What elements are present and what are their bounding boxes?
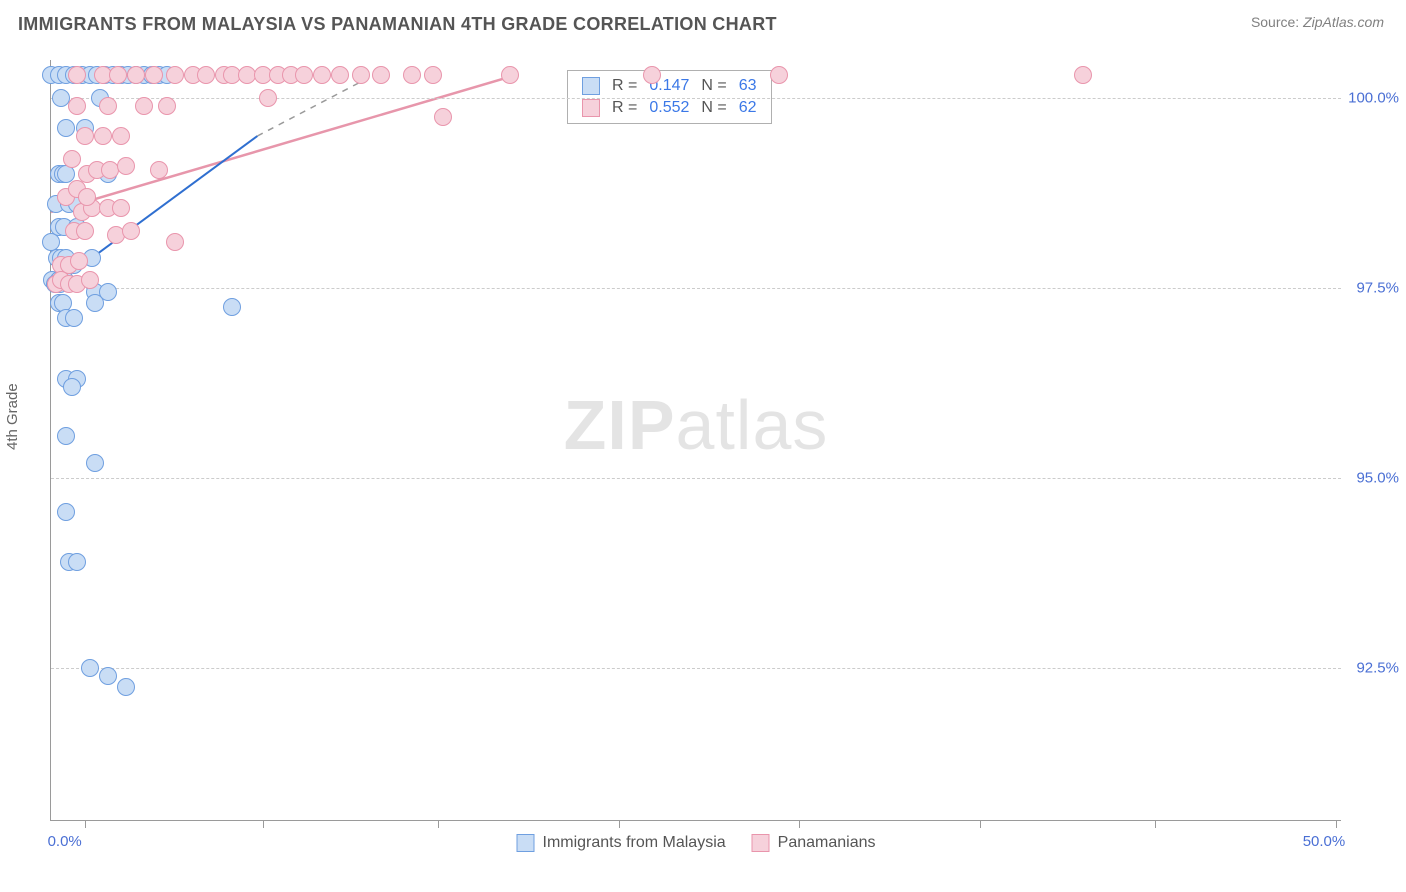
data-point	[352, 66, 370, 84]
x-tick	[799, 820, 800, 828]
data-point	[501, 66, 519, 84]
data-point	[76, 127, 94, 145]
data-point	[68, 553, 86, 571]
data-point	[145, 66, 163, 84]
data-point	[57, 119, 75, 137]
x-tick	[85, 820, 86, 828]
data-point	[76, 222, 94, 240]
source-name: ZipAtlas.com	[1303, 14, 1384, 30]
legend-r-label: R =	[606, 97, 643, 119]
gridline	[51, 478, 1341, 479]
data-point	[372, 66, 390, 84]
data-point	[68, 66, 86, 84]
legend-label: Immigrants from Malaysia	[543, 834, 726, 852]
data-point	[70, 252, 88, 270]
data-point	[57, 427, 75, 445]
data-point	[197, 66, 215, 84]
series-legend: Immigrants from Malaysia Panamanians	[517, 834, 876, 852]
data-point	[403, 66, 421, 84]
data-point	[223, 298, 241, 316]
x-tick	[263, 820, 264, 828]
legend-n-label: N =	[695, 75, 732, 97]
watermark: ZIPatlas	[564, 385, 829, 465]
watermark-bold: ZIP	[564, 386, 676, 464]
data-point	[313, 66, 331, 84]
x-tick-label: 50.0%	[1303, 833, 1346, 850]
x-tick	[1155, 820, 1156, 828]
data-point	[166, 66, 184, 84]
data-point	[424, 66, 442, 84]
legend-n-value: 63	[733, 75, 763, 97]
legend-label: Panamanians	[778, 834, 876, 852]
x-tick-label: 0.0%	[48, 833, 82, 850]
data-point	[112, 127, 130, 145]
trend-lines	[51, 60, 1341, 820]
legend-item: Immigrants from Malaysia	[517, 834, 726, 852]
source-prefix: Source:	[1251, 14, 1303, 30]
data-point	[295, 66, 313, 84]
data-point	[63, 150, 81, 168]
data-point	[770, 66, 788, 84]
x-tick	[619, 820, 620, 828]
legend-n-label: N =	[695, 97, 732, 119]
data-point	[434, 108, 452, 126]
y-tick-label: 100.0%	[1345, 90, 1399, 107]
data-point	[81, 659, 99, 677]
y-tick-label: 97.5%	[1345, 280, 1399, 297]
watermark-rest: atlas	[676, 386, 829, 464]
data-point	[86, 454, 104, 472]
y-axis-label: 4th Grade	[4, 383, 21, 450]
data-point	[68, 97, 86, 115]
legend-swatch	[752, 834, 770, 852]
data-point	[1074, 66, 1092, 84]
x-tick	[1336, 820, 1337, 828]
legend-swatch	[582, 77, 600, 95]
x-tick	[438, 820, 439, 828]
data-point	[135, 97, 153, 115]
legend-item: Panamanians	[752, 834, 876, 852]
legend-swatch	[582, 99, 600, 117]
legend-r-value: 0.552	[643, 97, 695, 119]
data-point	[331, 66, 349, 84]
y-tick-label: 95.0%	[1345, 470, 1399, 487]
legend-n-value: 62	[733, 97, 763, 119]
data-point	[86, 294, 104, 312]
data-point	[81, 271, 99, 289]
data-point	[99, 667, 117, 685]
gridline	[51, 288, 1341, 289]
data-point	[99, 97, 117, 115]
data-point	[112, 199, 130, 217]
data-point	[117, 678, 135, 696]
y-tick-label: 92.5%	[1345, 660, 1399, 677]
x-tick	[980, 820, 981, 828]
data-point	[166, 233, 184, 251]
data-point	[65, 309, 83, 327]
data-point	[643, 66, 661, 84]
data-point	[127, 66, 145, 84]
legend-r-label: R =	[606, 75, 643, 97]
data-point	[94, 127, 112, 145]
data-point	[122, 222, 140, 240]
plot-area: ZIPatlas R =0.147N =63R =0.552N =62 Immi…	[50, 60, 1341, 821]
chart-title: IMMIGRANTS FROM MALAYSIA VS PANAMANIAN 4…	[18, 14, 777, 35]
data-point	[57, 503, 75, 521]
data-point	[109, 66, 127, 84]
gridline	[51, 668, 1341, 669]
data-point	[117, 157, 135, 175]
data-point	[150, 161, 168, 179]
data-point	[158, 97, 176, 115]
data-point	[259, 89, 277, 107]
data-point	[63, 378, 81, 396]
source: Source: ZipAtlas.com	[1251, 14, 1384, 30]
data-point	[78, 188, 96, 206]
legend-swatch	[517, 834, 535, 852]
gridline	[51, 98, 1341, 99]
